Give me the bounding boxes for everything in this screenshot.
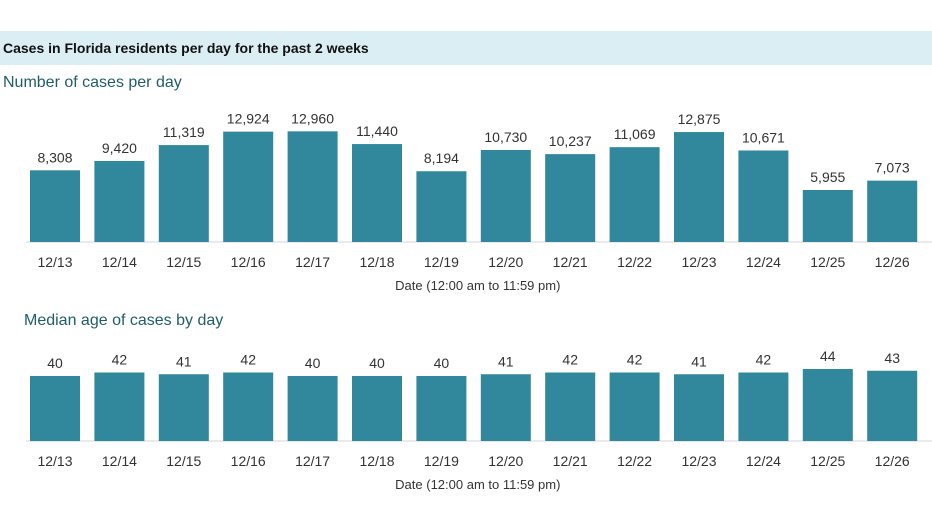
data-label: 11,440 xyxy=(356,123,398,139)
data-label: 42 xyxy=(562,352,578,368)
x-tick-label: 12/23 xyxy=(681,254,716,270)
bar-12-20 xyxy=(480,150,531,242)
x-tick-label: 12/13 xyxy=(37,254,72,270)
data-label: 10,730 xyxy=(484,129,527,145)
data-label: 8,194 xyxy=(424,150,459,166)
bar-12-25 xyxy=(802,369,853,441)
data-label: 43 xyxy=(884,350,900,366)
bar-12-21 xyxy=(545,154,596,242)
data-label: 11,319 xyxy=(163,124,205,140)
x-tick-label: 12/16 xyxy=(231,254,266,270)
bar-12-15 xyxy=(158,145,209,242)
x-tick-label: 12/18 xyxy=(359,453,394,469)
x-tick-label: 12/20 xyxy=(488,254,523,270)
bar-12-16 xyxy=(223,372,274,441)
bar-12-25 xyxy=(802,190,853,242)
x-tick-label: 12/19 xyxy=(424,453,459,469)
bar-12-24 xyxy=(738,372,789,441)
x-tick-label: 12/25 xyxy=(810,254,845,270)
x-tick-label: 12/22 xyxy=(617,453,652,469)
x-tick-label: 12/23 xyxy=(681,453,716,469)
bar-12-22 xyxy=(609,147,660,242)
x-tick-label: 12/17 xyxy=(295,453,330,469)
x-tick-label: 12/15 xyxy=(166,453,201,469)
bar-12-18 xyxy=(352,144,402,242)
data-label: 12,960 xyxy=(291,110,334,126)
bar-12-26 xyxy=(867,370,918,441)
x-tick-label: 12/22 xyxy=(617,254,652,270)
header-banner: Cases in Florida residents per day for t… xyxy=(0,31,932,65)
bar-12-18 xyxy=(352,376,402,441)
bar-12-19 xyxy=(416,171,467,242)
x-tick-label: 12/15 xyxy=(166,254,201,270)
x-tick-label: 12/26 xyxy=(875,254,910,270)
data-label: 40 xyxy=(369,355,385,371)
x-tick-label: 12/19 xyxy=(424,254,459,270)
x-tick-label: 12/21 xyxy=(553,254,588,270)
data-label: 41 xyxy=(498,353,514,369)
bar-12-26 xyxy=(867,180,918,242)
data-label: 9,420 xyxy=(102,140,137,156)
bar-12-14 xyxy=(94,160,145,242)
x-tick-label: 12/14 xyxy=(102,453,137,469)
cases-bar-chart: 8,308 12/13 9,420 12/14 11,319 12/15 12,924 12/… xyxy=(26,110,932,293)
data-label: 42 xyxy=(627,352,643,368)
bar-12-13 xyxy=(30,170,80,242)
bar-12-17 xyxy=(287,376,338,441)
bar-12-23 xyxy=(674,374,724,441)
median-age-chart-title: Median age of cases by day xyxy=(24,312,224,329)
bar-12-22 xyxy=(609,372,660,441)
median-age-bar-chart: 40 12/13 42 12/14 41 12/15 42 12/16 40 12/17 40 12/… xyxy=(26,348,932,492)
bar-12-14 xyxy=(94,372,145,441)
x-axis-title: Date (12:00 am to 11:59 pm) xyxy=(395,477,560,492)
data-label: 8,308 xyxy=(37,149,72,165)
data-label: 40 xyxy=(47,355,63,371)
x-tick-label: 12/18 xyxy=(359,254,394,270)
data-label: 7,073 xyxy=(875,160,910,176)
x-tick-label: 12/13 xyxy=(37,453,72,469)
data-label: 5,955 xyxy=(810,169,845,185)
data-label: 42 xyxy=(112,352,128,368)
data-label: 11,069 xyxy=(614,126,656,142)
bar-12-24 xyxy=(738,150,789,242)
x-tick-label: 12/16 xyxy=(231,453,266,469)
data-label: 42 xyxy=(756,352,772,368)
x-tick-label: 12/25 xyxy=(810,453,845,469)
data-label: 40 xyxy=(305,355,321,371)
data-label: 41 xyxy=(176,353,192,369)
x-axis-title: Date (12:00 am to 11:59 pm) xyxy=(395,278,560,293)
bar-12-16 xyxy=(223,131,274,242)
bar-12-17 xyxy=(287,131,338,242)
data-label: 10,237 xyxy=(549,133,592,149)
data-label: 40 xyxy=(434,355,450,371)
data-label: 41 xyxy=(691,353,707,369)
bar-12-15 xyxy=(158,374,209,441)
data-label: 42 xyxy=(240,352,256,368)
x-tick-label: 12/14 xyxy=(102,254,137,270)
x-tick-label: 12/20 xyxy=(488,453,523,469)
cases-chart-title: Number of cases per day xyxy=(3,74,182,91)
bar-12-21 xyxy=(545,372,596,441)
data-label: 44 xyxy=(820,348,836,364)
x-tick-label: 12/21 xyxy=(553,453,588,469)
bar-12-20 xyxy=(480,374,531,441)
data-label: 12,924 xyxy=(227,111,270,127)
bar-12-19 xyxy=(416,376,467,441)
data-label: 12,875 xyxy=(678,111,721,127)
bar-12-23 xyxy=(674,132,724,242)
x-tick-label: 12/17 xyxy=(295,254,330,270)
page-title: Cases in Florida residents per day for t… xyxy=(3,40,369,56)
x-tick-label: 12/24 xyxy=(746,254,781,270)
x-tick-label: 12/26 xyxy=(875,453,910,469)
bar-12-13 xyxy=(30,376,80,441)
data-label: 10,671 xyxy=(742,130,785,146)
x-tick-label: 12/24 xyxy=(746,453,781,469)
